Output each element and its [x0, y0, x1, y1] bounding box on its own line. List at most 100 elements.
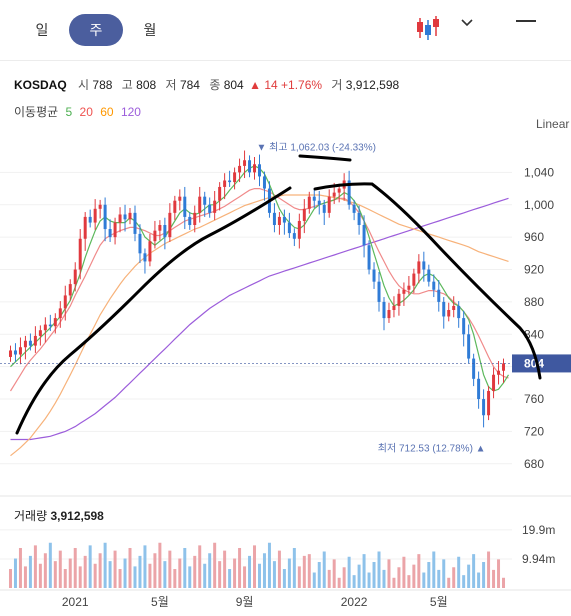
volume-value: 3,912,598 — [345, 78, 400, 92]
volume-bar — [462, 575, 466, 588]
volume-bar — [317, 562, 321, 588]
x-tick-label: 2022 — [341, 595, 368, 609]
volume-label: 거 — [331, 78, 343, 92]
candle-body — [297, 220, 301, 239]
chevron-down-icon[interactable] — [458, 14, 476, 32]
candle-body — [18, 347, 22, 355]
candle-body — [502, 363, 506, 371]
candle-body — [133, 212, 137, 234]
low-label: 저 — [165, 78, 177, 92]
candle-body — [327, 196, 331, 213]
candle-body — [427, 269, 431, 282]
volume-bar — [98, 553, 102, 588]
volume-bar — [8, 569, 12, 588]
volume-bar — [287, 558, 291, 588]
candle-body — [58, 308, 62, 319]
volume-bar — [43, 553, 47, 588]
candle-body — [272, 212, 276, 225]
tab-weekly[interactable]: 주 — [69, 14, 123, 46]
x-tick-label: 2021 — [62, 595, 89, 609]
candle-body — [183, 196, 187, 217]
candle-body — [68, 284, 72, 296]
volume-bar — [83, 555, 87, 588]
candle-body — [317, 200, 321, 205]
change-value: 14 — [264, 78, 278, 92]
volume-tick-label: 19.9m — [522, 523, 555, 537]
ma-legend-label: 이동평균 — [14, 105, 59, 119]
high-value: 808 — [136, 78, 157, 92]
volume-bar — [457, 556, 461, 588]
menu-icon[interactable] — [516, 20, 536, 22]
low-value: 784 — [179, 78, 200, 92]
candle-body — [397, 293, 401, 306]
candle-body — [257, 164, 261, 177]
candlestick-icon[interactable] — [414, 14, 442, 42]
ma-20-line — [9, 188, 509, 392]
candle-body — [128, 212, 132, 220]
candle-body — [248, 160, 252, 173]
candle-body — [402, 289, 406, 294]
scale-mode-label[interactable]: Linear — [536, 117, 570, 131]
volume-panel-value: 3,912,598 — [50, 509, 104, 523]
high-label: 고 — [121, 78, 133, 92]
change-arrow: ▲ — [249, 78, 261, 92]
candle-body — [337, 188, 341, 193]
candle-body — [442, 301, 446, 317]
candle-body — [262, 176, 266, 189]
volume-bar — [48, 542, 52, 588]
volume-bar — [13, 558, 17, 588]
candle-body — [208, 204, 212, 213]
candle-body — [118, 214, 122, 223]
x-tick-label: 9월 — [236, 595, 254, 609]
candle-body — [28, 340, 32, 346]
candle-body — [93, 208, 97, 223]
volume-bar — [412, 564, 416, 588]
volume-bar — [213, 542, 217, 588]
y-tick-label: 1,040 — [524, 165, 554, 179]
candle-body — [203, 196, 207, 205]
candle-body — [382, 301, 386, 319]
candle-body — [173, 200, 177, 213]
volume-bar — [168, 550, 172, 588]
candle-body — [487, 390, 491, 416]
change-percent: +1.76% — [281, 78, 323, 92]
volume-bar — [193, 555, 197, 588]
open-label: 시 — [78, 78, 90, 92]
candle-body — [387, 310, 391, 319]
candle-body — [417, 261, 421, 274]
volume-panel-label: 거래량 3,912,598 — [14, 507, 104, 524]
candle-body — [78, 238, 82, 270]
volume-bar — [123, 558, 127, 588]
candle-body — [492, 374, 496, 391]
candle-body — [477, 378, 481, 400]
candle-body — [153, 230, 157, 242]
volume-bar — [302, 555, 306, 588]
candle-body — [432, 281, 436, 290]
open-value: 788 — [92, 78, 113, 92]
candle-body — [322, 204, 326, 213]
tab-daily[interactable]: 일 — [35, 22, 49, 38]
tab-monthly[interactable]: 월 — [143, 22, 157, 38]
candle-body — [462, 318, 466, 335]
candle-body — [277, 216, 281, 225]
candle-body — [347, 180, 351, 205]
volume-bar — [73, 547, 77, 588]
volume-bar — [327, 569, 331, 588]
y-tick-label: 840 — [524, 327, 544, 341]
volume-bar — [362, 554, 366, 588]
candle-body — [43, 324, 47, 331]
candle-body — [422, 261, 426, 270]
candle-body — [63, 295, 67, 309]
candle-body — [48, 324, 52, 327]
candle-body — [282, 216, 286, 223]
volume-bar — [357, 564, 361, 588]
candle-body — [148, 241, 152, 262]
volume-bar — [422, 572, 426, 588]
volume-bar — [377, 551, 381, 588]
candle-body — [98, 204, 102, 209]
volume-bar — [238, 547, 242, 588]
volume-bar — [133, 566, 137, 588]
volume-bar — [282, 569, 286, 588]
candle-body — [213, 200, 217, 213]
